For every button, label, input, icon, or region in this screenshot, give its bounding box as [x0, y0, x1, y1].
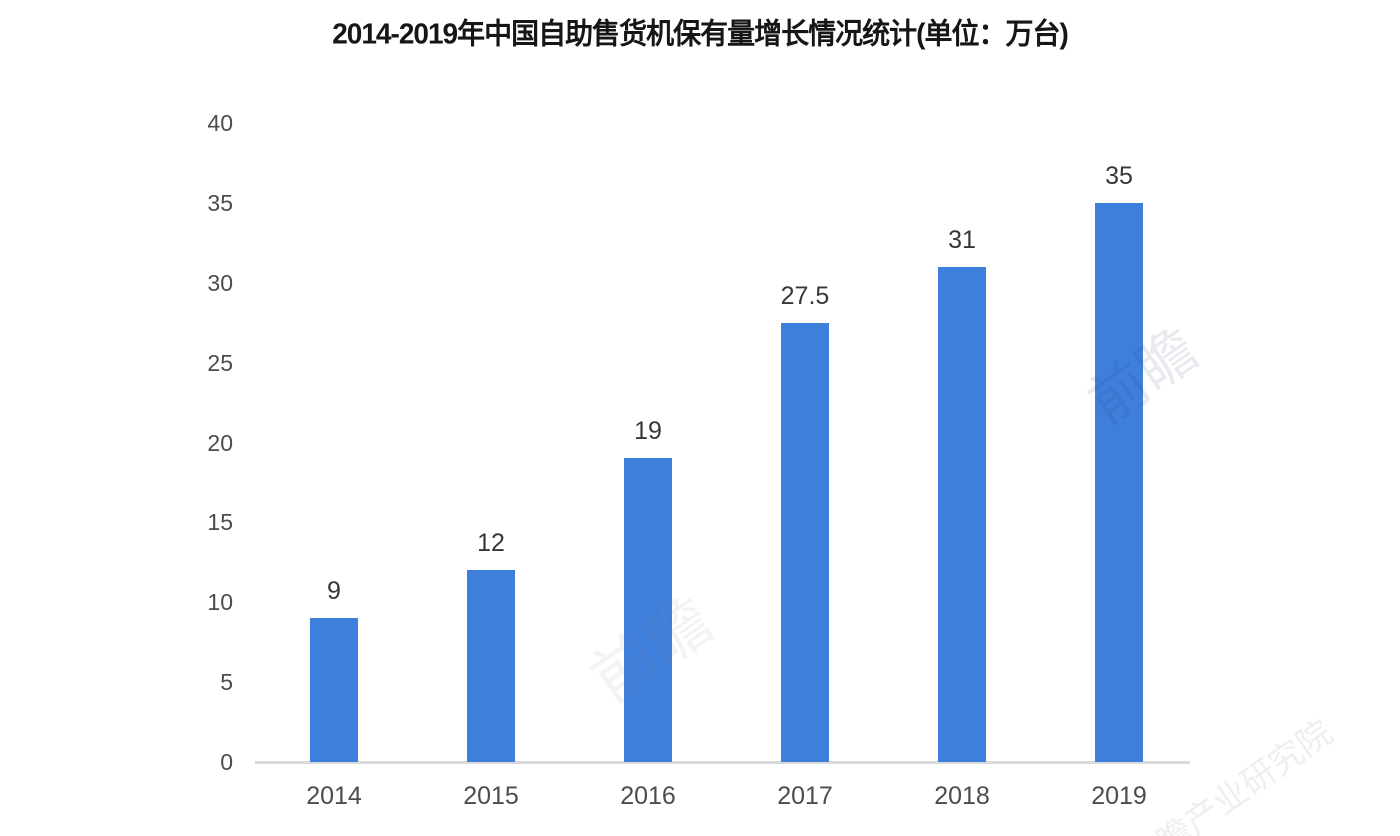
bar-value-label: 27.5: [780, 281, 830, 310]
y-axis-tick-label: 40: [207, 110, 233, 136]
y-axis-tick-label: 30: [207, 269, 233, 296]
bar-value-label: 31: [948, 225, 976, 254]
bar-2014: [310, 618, 358, 762]
y-axis-tick-label: 20: [207, 429, 233, 456]
bar-2015: [467, 570, 515, 762]
bar-value-label: 12: [477, 529, 505, 558]
y-axis-tick-label: 5: [220, 669, 233, 696]
bar-2018: [938, 266, 986, 762]
y-axis-tick-label: 10: [207, 589, 233, 616]
x-axis-tick-label: 2014: [306, 782, 362, 810]
bar-2016: [624, 458, 672, 762]
x-axis-tick-label: 2019: [1091, 782, 1147, 810]
chart-title: 2014-2019年中国自助售货机保有量增长情况统计(单位：万台): [332, 17, 1069, 50]
watermark-logo: 前瞻产业研究院: [1122, 713, 1340, 836]
y-axis-tick-label: 0: [220, 749, 233, 775]
bar-value-label: 9: [327, 577, 341, 606]
x-axis-line: [255, 761, 1190, 764]
bar-2019: [1095, 202, 1143, 762]
x-axis-tick-label: 2016: [620, 782, 676, 810]
x-axis-tick-label: 2017: [777, 782, 833, 810]
y-axis-tick-label: 25: [207, 349, 233, 376]
bar-2017: [781, 322, 829, 762]
bar-value-label: 35: [1105, 161, 1133, 190]
x-axis-tick-label: 2018: [934, 782, 990, 810]
x-axis-tick-label: 2015: [463, 782, 519, 810]
bar-value-label: 19: [634, 417, 662, 446]
y-axis-tick-label: 15: [207, 509, 233, 536]
y-axis-tick-label: 35: [207, 189, 233, 216]
